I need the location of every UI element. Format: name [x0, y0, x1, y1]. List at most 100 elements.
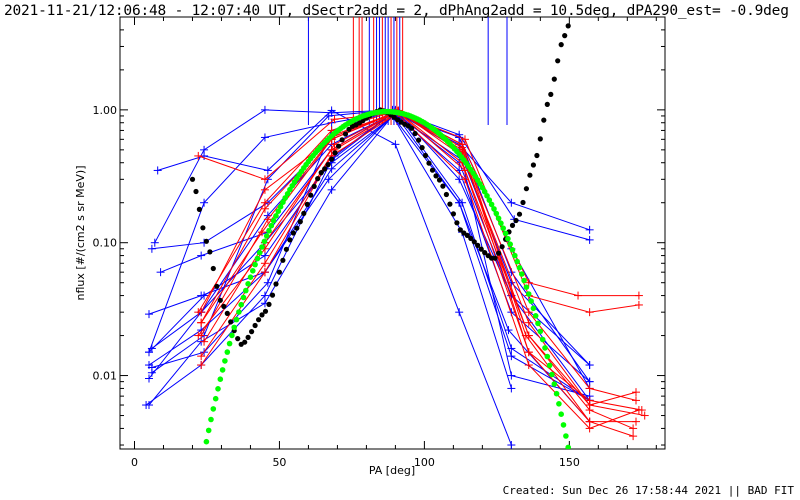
- black-fit-point: [544, 101, 550, 107]
- green-fit-point: [560, 422, 567, 428]
- green-fit-point: [233, 316, 240, 323]
- series-line-blue: [148, 112, 591, 401]
- y-axis-title: nflux [#/(cm2 s sr MeV)]: [74, 166, 87, 301]
- series-line-blue: [154, 109, 590, 366]
- data-point-red: [629, 424, 638, 433]
- black-fit-point: [342, 131, 349, 137]
- data-point-red: [634, 291, 643, 300]
- series-line-blue: [151, 109, 590, 374]
- data-point-blue: [144, 401, 153, 410]
- y-tick-label: 1.00: [93, 104, 118, 117]
- green-fit-point: [512, 252, 518, 259]
- black-fit-point: [304, 201, 310, 207]
- black-fit-point: [332, 150, 338, 156]
- series-line-red: [200, 112, 634, 437]
- black-fit-point: [513, 217, 519, 224]
- axis-ticks: [120, 16, 665, 449]
- x-axis-title: PA [deg]: [369, 464, 415, 477]
- data-point-blue: [507, 371, 516, 380]
- data-point-blue: [144, 374, 153, 383]
- green-fit-point: [546, 362, 553, 369]
- x-tick-label: 100: [414, 456, 435, 469]
- green-fit-point: [270, 217, 277, 224]
- series-line-blue: [148, 111, 590, 353]
- black-fit-point: [482, 250, 488, 256]
- black-fit-point: [530, 162, 537, 168]
- black-fit-point: [346, 126, 352, 132]
- data-point-blue: [391, 140, 400, 149]
- black-fit-point: [301, 210, 307, 216]
- green-fit-point: [535, 320, 541, 327]
- green-fit-point: [254, 255, 261, 262]
- black-fit-point: [447, 201, 453, 207]
- black-fit-point: [217, 297, 223, 303]
- green-fit-point: [224, 349, 231, 355]
- green-fit-point: [525, 291, 532, 297]
- green-fit-point: [205, 427, 212, 434]
- data-point-red: [634, 406, 643, 415]
- data-point-blue: [147, 344, 156, 353]
- data-point-red: [460, 135, 469, 144]
- black-fit-point: [273, 281, 279, 287]
- data-point-red: [632, 396, 641, 405]
- data-point-red: [327, 145, 336, 154]
- black-fit-point: [294, 225, 300, 231]
- black-fit-point: [450, 211, 456, 217]
- black-fit-point: [210, 265, 216, 272]
- black-fit-point: [464, 232, 470, 238]
- black-fit-point: [443, 191, 449, 198]
- x-tick-label: 0: [131, 456, 138, 469]
- data-point-blue: [147, 244, 156, 253]
- data-point-red: [585, 417, 594, 426]
- black-fit-point: [269, 292, 276, 298]
- y-tick-label: 0.01: [93, 370, 118, 383]
- y-tick-label: 0.10: [93, 237, 118, 250]
- black-fit-point: [516, 211, 523, 217]
- green-fit-point: [217, 376, 224, 383]
- green-fit-point: [491, 206, 497, 212]
- black-fit-point: [492, 255, 498, 261]
- data-point-red: [460, 175, 469, 184]
- series-line-red: [200, 111, 634, 429]
- black-fit-point: [193, 188, 199, 195]
- data-point-red: [197, 331, 206, 340]
- black-fit-point: [562, 33, 568, 39]
- data-point-blue: [260, 251, 269, 260]
- data-point-blue: [153, 166, 162, 175]
- black-fit-point: [280, 257, 286, 263]
- green-fit-point: [493, 210, 500, 217]
- data-point-red: [260, 185, 269, 194]
- data-point-blue: [585, 361, 594, 370]
- series-line-blue: [148, 112, 590, 397]
- green-fit-point: [236, 309, 242, 315]
- green-fit-point: [484, 193, 490, 199]
- data-point-blue: [263, 278, 272, 287]
- black-fit-point: [276, 269, 282, 275]
- black-fit-point: [245, 334, 251, 340]
- green-fit-point: [549, 371, 555, 378]
- green-fit-point: [266, 228, 272, 234]
- data-point-blue: [150, 238, 159, 247]
- green-fit-point: [277, 203, 284, 210]
- data-point-red: [585, 384, 594, 393]
- data-point-blue: [585, 377, 594, 386]
- black-fit-point: [322, 166, 328, 172]
- green-fit-point: [273, 213, 279, 219]
- green-fit-point: [210, 406, 217, 412]
- data-point-red: [634, 300, 643, 309]
- data-point-red: [194, 151, 203, 160]
- data-point-blue: [200, 291, 209, 300]
- black-fit-point: [534, 152, 540, 159]
- black-fit-point: [325, 162, 331, 168]
- green-fit-point: [203, 438, 210, 445]
- black-fit-point: [440, 183, 446, 189]
- green-fit-point: [481, 188, 488, 195]
- data-point-red: [524, 278, 533, 287]
- data-point-red: [260, 204, 269, 213]
- data-point-blue: [507, 352, 516, 361]
- data-point-blue: [260, 133, 269, 142]
- data-point-red: [260, 268, 269, 277]
- black-fit-point: [454, 220, 460, 226]
- footer-status: Created: Sun Dec 26 17:58:44 2021 || BAD…: [502, 484, 794, 497]
